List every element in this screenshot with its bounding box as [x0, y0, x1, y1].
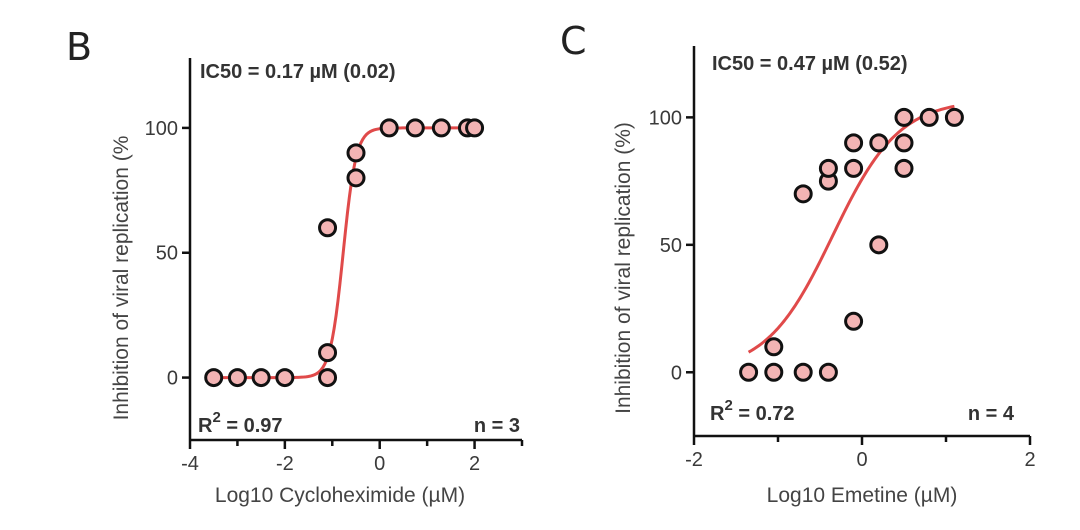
- panel-b-y-tick-label: 0: [167, 368, 178, 390]
- panel-b-data-point: [431, 118, 451, 138]
- panel-c-data-point: [894, 133, 914, 153]
- panel-b: B 0 50 100 -4 -2 0 2 IC50 = 0.17 µM (0.02) R2 …: [66, 25, 524, 507]
- panel-c-plot: 0 50 100 -2 0 2: [649, 46, 1036, 471]
- panel-b-x-tick-label: -2: [276, 453, 294, 475]
- panel-b-x-tick-label: 0: [374, 453, 385, 475]
- panel-b-n-count: n = 3: [474, 415, 520, 437]
- panel-b-data-point: [251, 368, 271, 388]
- panel-c-r-squared: R2 = 0.72: [710, 397, 795, 425]
- panel-b-data-point: [465, 118, 485, 138]
- panel-b-data-point: [346, 168, 366, 188]
- panel-c-x-tick-label: -2: [685, 449, 703, 471]
- panel-b-r2-superscript: 2: [212, 409, 220, 426]
- panel-b-data-point: [204, 368, 224, 388]
- panel-c-r2-superscript: 2: [724, 397, 732, 414]
- panel-c-n-count: n = 4: [968, 403, 1015, 425]
- panel-b-x-tick-label: 2: [469, 453, 480, 475]
- panel-c-data-point: [919, 107, 939, 127]
- panel-c-data-point: [793, 362, 813, 382]
- panel-c-data-point: [869, 133, 889, 153]
- panel-c-data-point: [764, 362, 784, 382]
- panel-b-y-axis-title: Inhibition of viral replication (%: [110, 136, 133, 421]
- panel-b-data-point: [227, 368, 247, 388]
- panel-b-x-tick-label: -4: [181, 453, 199, 475]
- panel-b-plot: 0 50 100 -4 -2 0 2: [145, 58, 524, 475]
- panel-c-data-point: [844, 158, 864, 178]
- panel-c-y-tick-label: 0: [671, 362, 682, 384]
- panel-b-r2-label: R: [198, 415, 213, 437]
- panel-b-letter: B: [66, 25, 92, 69]
- panel-c-r2-value: = 0.72: [733, 403, 795, 425]
- panel-b-data-point: [275, 368, 295, 388]
- panel-c-x-tick-label: 2: [1024, 449, 1035, 471]
- panel-c-data-point: [844, 133, 864, 153]
- panel-b-data-point: [346, 143, 366, 163]
- panel-c-data-point: [894, 158, 914, 178]
- panel-b-data-point: [318, 368, 338, 388]
- panel-b-y-tick-label: 50: [156, 243, 178, 265]
- panel-c-x-tick-label: 0: [856, 449, 867, 471]
- panel-c-data-point: [739, 362, 759, 382]
- panel-b-fit-curve: [208, 126, 475, 380]
- panel-c-data-point: [844, 311, 864, 331]
- panel-b-r2-value: = 0.97: [221, 415, 283, 437]
- panel-b-y-tick-label: 100: [145, 118, 178, 140]
- panel-c-ic50-title: IC50 = 0.47 µM (0.52): [712, 53, 908, 75]
- panel-c-data-point: [869, 235, 889, 255]
- panel-b-data-point: [318, 343, 338, 363]
- panel-c-data-point: [793, 184, 813, 204]
- panel-b-ic50-title: IC50 = 0.17 µM (0.02): [200, 61, 396, 83]
- panel-c-data-point: [818, 158, 838, 178]
- panel-b-data-point: [379, 118, 399, 138]
- panel-c-data-point: [818, 362, 838, 382]
- panel-c-y-tick-label: 100: [649, 107, 682, 129]
- panel-b-r-squared: R2 = 0.97: [198, 409, 283, 437]
- panel-c-data-point: [944, 107, 964, 127]
- panel-c-y-axis-title: Inhibition of viral replication (%): [612, 122, 635, 414]
- panel-c-data-point: [764, 337, 784, 357]
- panel-c-data-point: [894, 107, 914, 127]
- panel-b-data-point: [405, 118, 425, 138]
- panel-c-r2-label: R: [710, 403, 725, 425]
- panel-c-y-tick-label: 50: [660, 235, 682, 257]
- panel-b-data-point: [318, 218, 338, 238]
- panel-c-x-axis-title: Log10 Emetine (µM): [767, 484, 958, 507]
- panel-b-x-axis-title: Log10 Cycloheximide (µM): [215, 484, 465, 507]
- panel-c-letter: C: [560, 19, 587, 63]
